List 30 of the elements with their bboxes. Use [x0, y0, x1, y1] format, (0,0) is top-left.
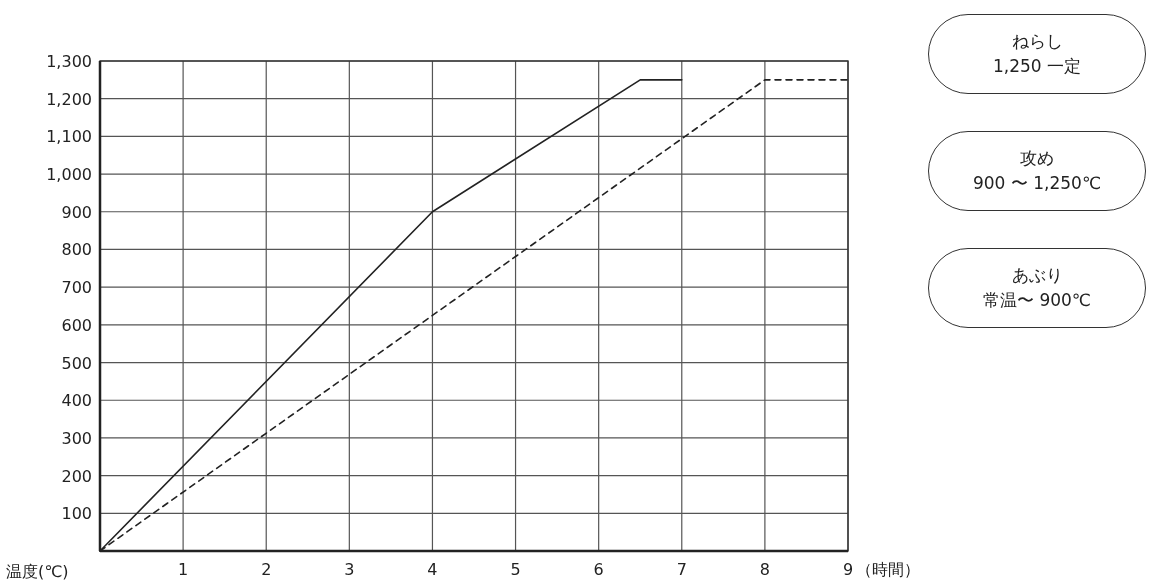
x-axis-title: （時間） — [856, 560, 920, 579]
x-tick-label: 3 — [344, 560, 355, 579]
y-tick-label: 700 — [61, 278, 92, 298]
x-tick-label: 9 — [842, 560, 854, 579]
x-tick-label: 1 — [178, 560, 189, 579]
y-tick-label: 1,000 — [46, 165, 92, 185]
text: 攻め — [1020, 147, 1054, 171]
x-tick-label: 6 — [593, 560, 604, 579]
y-tick-label: 600 — [61, 315, 92, 335]
y-tick-label: 1,200 — [46, 89, 92, 109]
y-tick-label: 1,100 — [46, 127, 92, 147]
y-tick-label: 200 — [61, 466, 92, 486]
y-tick-label: 400 — [61, 391, 92, 411]
y-tick-label: 500 — [61, 353, 92, 373]
y-axis-title: 温度(℃) — [6, 562, 69, 581]
y-tick-label: 800 — [61, 240, 92, 260]
y-tick-label: 300 — [61, 428, 92, 448]
x-tick-label: 2 — [261, 560, 272, 579]
text: 900 〜 1,250℃ — [972, 172, 1101, 195]
y-tick-label: 1,300 — [46, 52, 92, 71]
x-tick-label: 5 — [510, 560, 521, 579]
y-tick-label: 900 — [61, 202, 92, 222]
y-tick-label: 100 — [61, 504, 92, 524]
text: 常温〜 900℃ — [983, 289, 1091, 312]
text: 1,250 一定 — [992, 55, 1082, 78]
text: あぶり — [1011, 264, 1063, 288]
text: ねらし — [1011, 30, 1063, 54]
x-tick-label: 7 — [676, 560, 687, 579]
x-tick-label: 8 — [759, 560, 770, 579]
x-tick-label: 4 — [427, 560, 438, 579]
